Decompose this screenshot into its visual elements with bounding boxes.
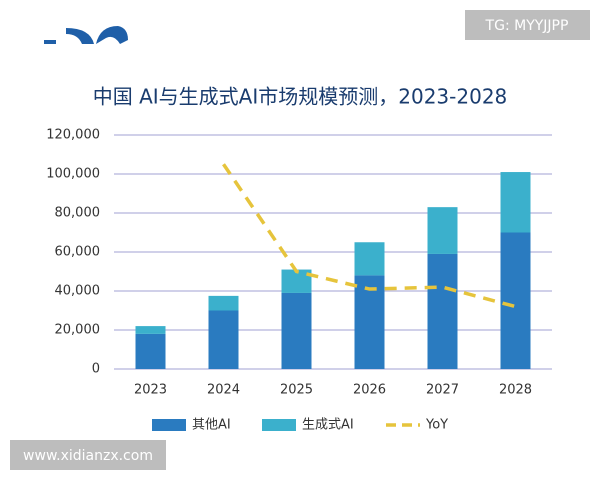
y-tick-label: 20,000: [55, 323, 101, 338]
x-tick-label: 2028: [499, 383, 532, 398]
bar: [208, 310, 239, 369]
chart-title: 中国 AI与生成式AI市场规模预测，2023-2028: [93, 85, 508, 109]
watermark: www.xidianzx.com: [23, 448, 153, 464]
x-tick-label: 2026: [353, 383, 386, 398]
bar: [500, 172, 531, 233]
bar: [354, 242, 385, 276]
legend-swatch: [262, 419, 296, 431]
x-tick-label: 2027: [426, 383, 459, 398]
legend-label: 其他AI: [192, 418, 231, 433]
legend-label: 生成式AI: [302, 418, 354, 433]
y-tick-label: 40,000: [55, 284, 101, 299]
bar: [208, 295, 239, 311]
x-tick-label: 2025: [280, 383, 313, 398]
x-tick-label: 2023: [134, 383, 167, 398]
bar: [500, 232, 531, 369]
y-tick-label: 120,000: [46, 128, 100, 143]
y-tick-label: 60,000: [55, 245, 101, 260]
watermark: TG: MYYJJPP: [485, 18, 569, 34]
bar: [427, 253, 458, 369]
legend-swatch: [152, 419, 186, 431]
y-tick-label: 80,000: [55, 206, 101, 221]
watermark-box: [465, 10, 590, 40]
bar: [281, 292, 312, 369]
x-tick-label: 2024: [207, 383, 240, 398]
logo: [44, 26, 128, 44]
bar: [354, 275, 385, 369]
bar: [135, 326, 166, 334]
y-tick-label: 0: [92, 362, 100, 377]
watermark-box: [10, 440, 166, 470]
yoy-line: [222, 163, 516, 309]
y-tick-label: 100,000: [46, 167, 100, 182]
bar: [427, 207, 458, 254]
legend-label: YoY: [425, 418, 448, 433]
bar: [135, 333, 166, 369]
bar: [281, 269, 312, 293]
